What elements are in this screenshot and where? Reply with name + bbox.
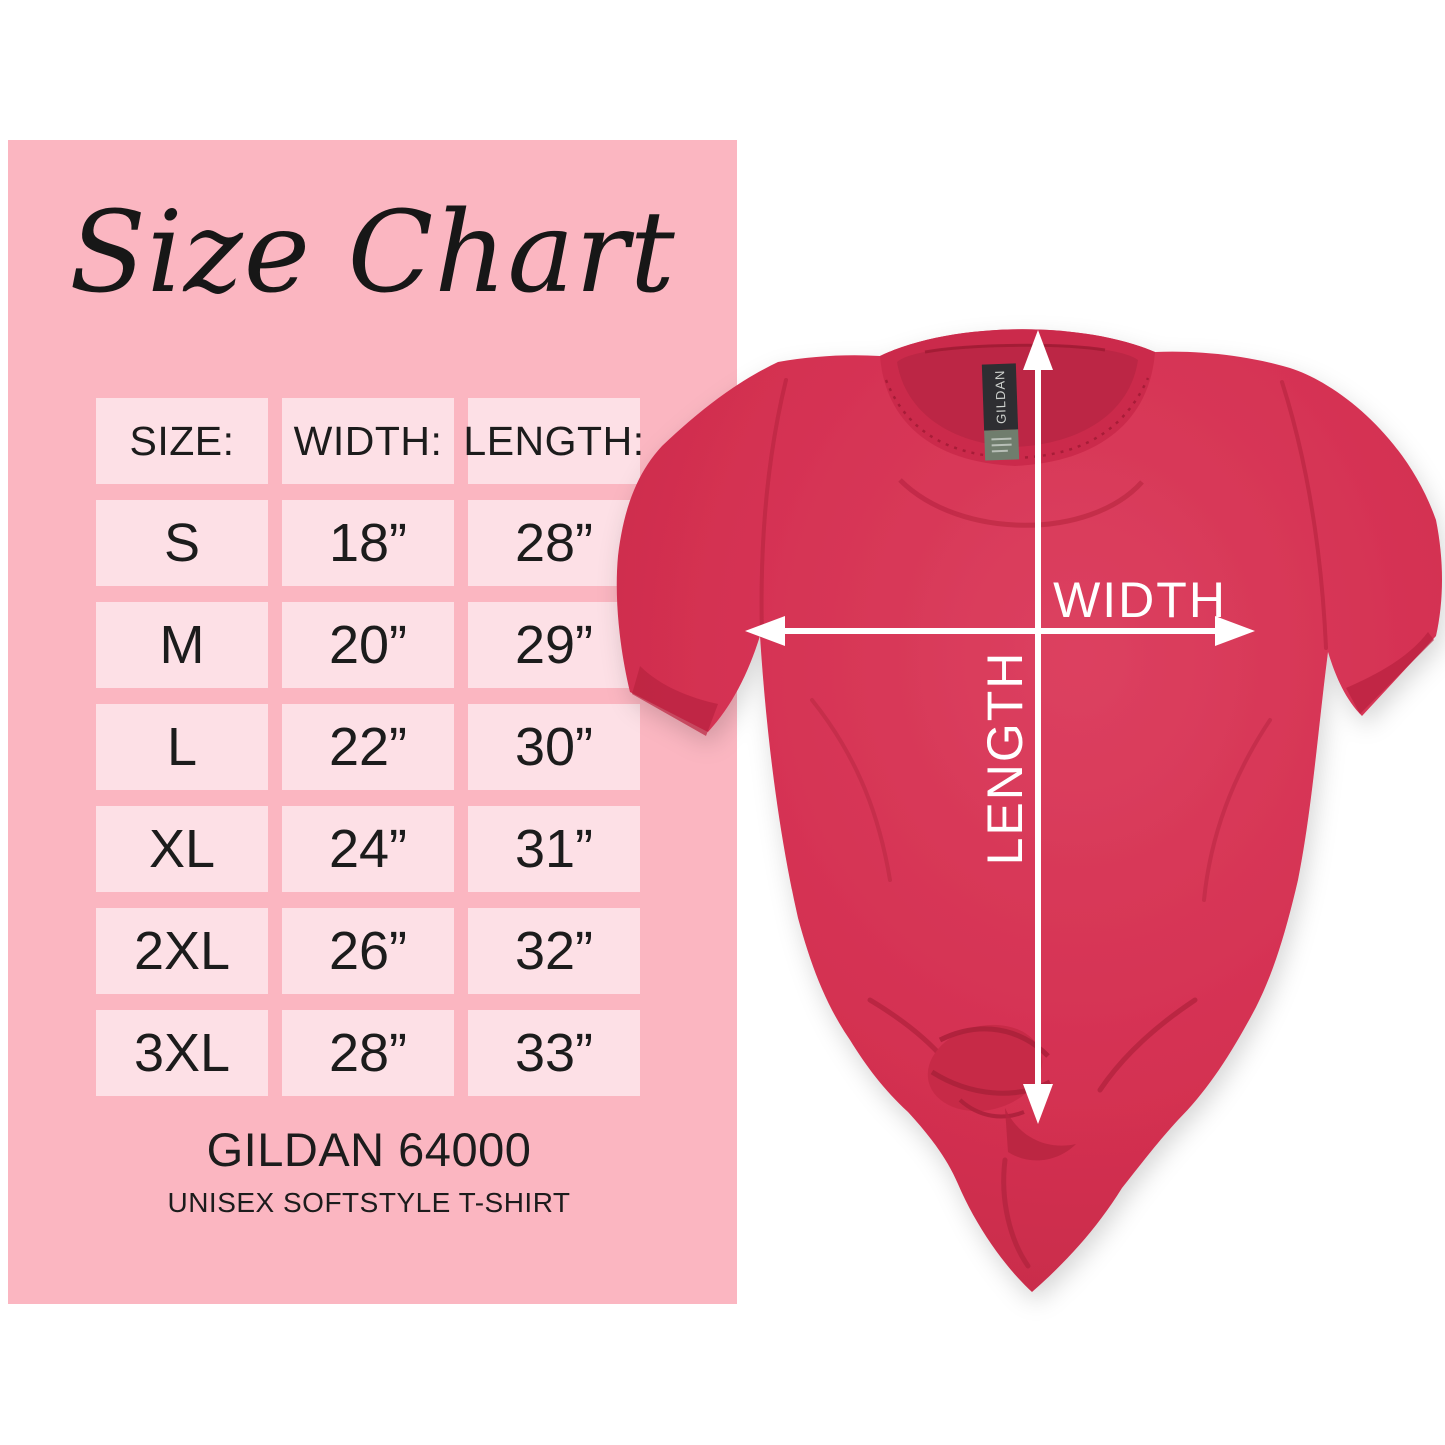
table-cell-length: 32” (468, 908, 640, 994)
table-cell-length: 30” (468, 704, 640, 790)
tshirt-silhouette (616, 329, 1442, 1293)
col-header-size: SIZE: (96, 398, 268, 484)
table-cell-width: 20” (282, 602, 454, 688)
body-fold (1202, 718, 1272, 902)
table-cell-size: 3XL (96, 1010, 268, 1096)
size-table: SIZE: WIDTH: LENGTH: S 18” 28” M 20” 29”… (96, 398, 644, 1096)
table-cell-length: 29” (468, 602, 640, 688)
table-cell-width: 22” (282, 704, 454, 790)
collar-shadow-fold (898, 478, 1144, 528)
left-sleeve-seam (759, 378, 788, 638)
table-cell-width: 26” (282, 908, 454, 994)
collar-stitching (884, 377, 1150, 460)
length-measure-label: LENGTH (977, 651, 1033, 866)
drape-fold (1097, 997, 1198, 1093)
neck-tag-fineprint (991, 443, 1012, 447)
product-description: UNISEX SOFTSTYLE T-SHIRT (167, 1187, 571, 1218)
drape-fold (1001, 1157, 1031, 1269)
tshirt-image: GILDAN (616, 329, 1442, 1293)
table-cell-length: 28” (468, 500, 640, 586)
table-cell-size: L (96, 704, 268, 790)
table-cell-size: S (96, 500, 268, 586)
neck-tag-fineprint (991, 449, 1008, 453)
table-cell-width: 28” (282, 1010, 454, 1096)
size-chart-panel: Size Chart SIZE: WIDTH: LENGTH: S 18” 28… (8, 140, 737, 1304)
table-cell-width: 24” (282, 806, 454, 892)
page-title: Size Chart (69, 188, 676, 318)
table-cell-size: 2XL (96, 908, 268, 994)
neck-tag: GILDAN (981, 363, 1020, 461)
length-arrowhead-bottom (1023, 1084, 1053, 1124)
product-model: GILDAN 64000 (206, 1123, 532, 1176)
width-arrowhead-left (745, 616, 785, 646)
col-header-width: WIDTH: (282, 398, 454, 484)
table-cell-size: M (96, 602, 268, 688)
collar-opening (897, 344, 1138, 447)
measurement-arrows: WIDTH LENGTH (745, 330, 1255, 1124)
left-cuff-roll (632, 666, 718, 736)
table-cell-width: 18” (282, 500, 454, 586)
hem-knot (927, 1024, 1076, 1161)
product-info: GILDAN 64000 UNISEX SOFTSTYLE T-SHIRT (8, 1122, 730, 1219)
width-measure-label: WIDTH (1053, 572, 1227, 628)
neck-tag-fineprint (991, 437, 1012, 441)
right-sleeve-seam (1280, 380, 1328, 650)
table-cell-length: 33” (468, 1010, 640, 1096)
table-cell-size: XL (96, 806, 268, 892)
table-cell-length: 31” (468, 806, 640, 892)
neck-tag-upper (981, 363, 1019, 431)
width-arrowhead-right (1215, 616, 1255, 646)
back-neck-seam (924, 343, 1106, 354)
col-header-length: LENGTH: (463, 398, 644, 484)
body-fold (810, 698, 892, 882)
length-arrowhead-top (1023, 330, 1053, 370)
neck-tag-brand: GILDAN (992, 369, 1009, 424)
right-cuff-roll (1346, 632, 1434, 714)
